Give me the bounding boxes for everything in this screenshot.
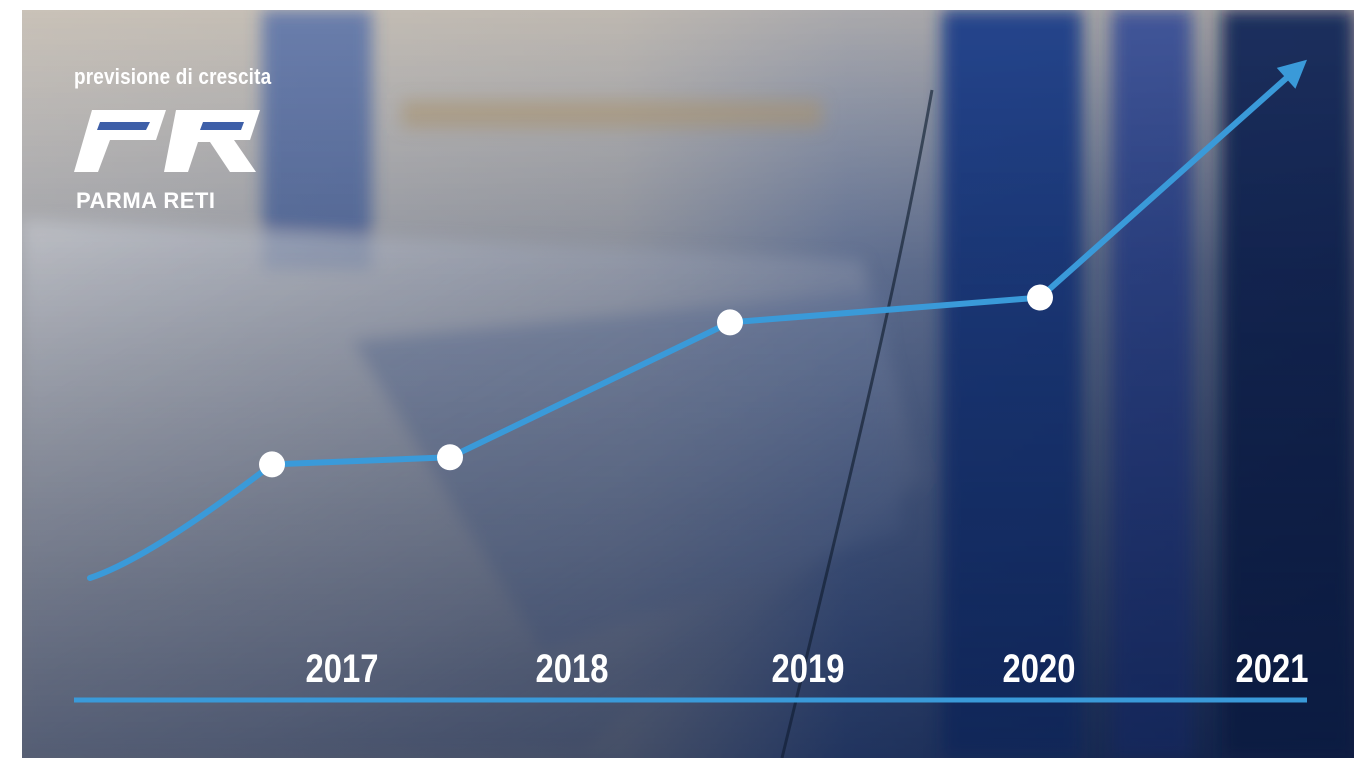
data-point-2018 xyxy=(437,444,463,471)
series-line xyxy=(87,75,1290,581)
x-tick-label-2017: 2017 xyxy=(306,646,379,691)
data-point-2019 xyxy=(717,309,743,336)
x-tick-label-2021: 2021 xyxy=(1236,646,1309,691)
arrowhead-marker xyxy=(1276,59,1307,89)
data-point-2020 xyxy=(1027,284,1053,311)
x-tick-label-2018: 2018 xyxy=(536,646,609,691)
x-tick-label-2020: 2020 xyxy=(1003,646,1076,691)
pr-logo-icon xyxy=(74,110,260,172)
brand-name: PARMA RETI xyxy=(76,188,216,213)
factory-photo-background xyxy=(22,10,1354,758)
growth-line-chart: 2017 2018 2019 2020 2021 xyxy=(74,59,1309,703)
x-tick-label-2019: 2019 xyxy=(772,646,845,691)
chart-stage: 2017 2018 2019 2020 2021 previsione di cresc… xyxy=(22,10,1354,758)
data-point-2017 xyxy=(259,451,285,478)
brand-logo: PARMA RETI xyxy=(70,110,270,220)
chart-title: previsione di crescita xyxy=(74,64,272,89)
